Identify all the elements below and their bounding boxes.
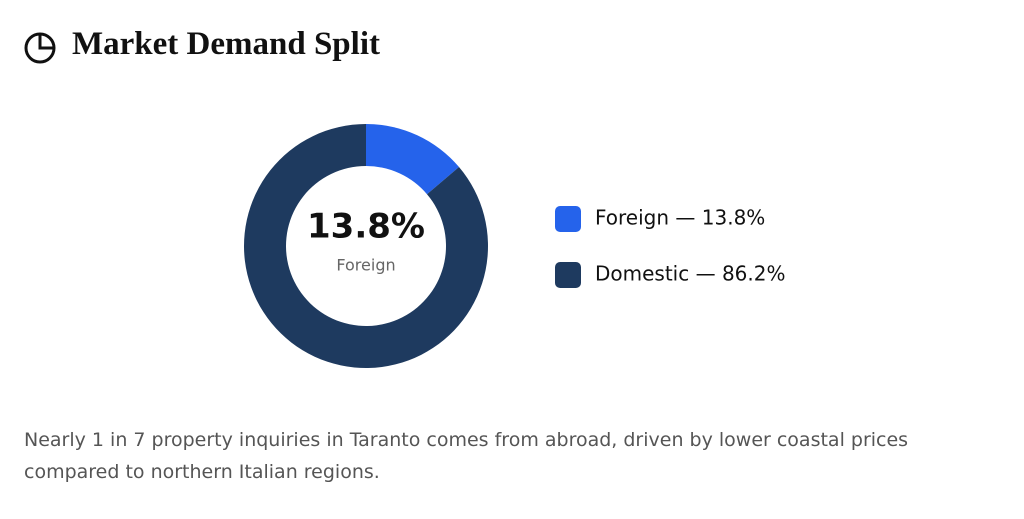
legend-label: Domestic — 86.2% — [595, 262, 786, 286]
legend-swatch — [555, 206, 581, 232]
center-label: Foreign — [336, 256, 395, 275]
legend-swatch — [555, 262, 581, 288]
chart-title: Market Demand Split — [72, 26, 380, 62]
chart: 13.8% Foreign Foreign — 13.8% Domestic — … — [243, 124, 786, 368]
chart-icon — [24, 32, 56, 64]
caption: Nearly 1 in 7 property inquiries in Tara… — [24, 429, 909, 483]
donut-segment — [243, 124, 488, 368]
donut-segment — [366, 124, 460, 195]
legend-label: Foreign — 13.8% — [595, 206, 765, 230]
center-value: 13.8% — [307, 207, 425, 247]
